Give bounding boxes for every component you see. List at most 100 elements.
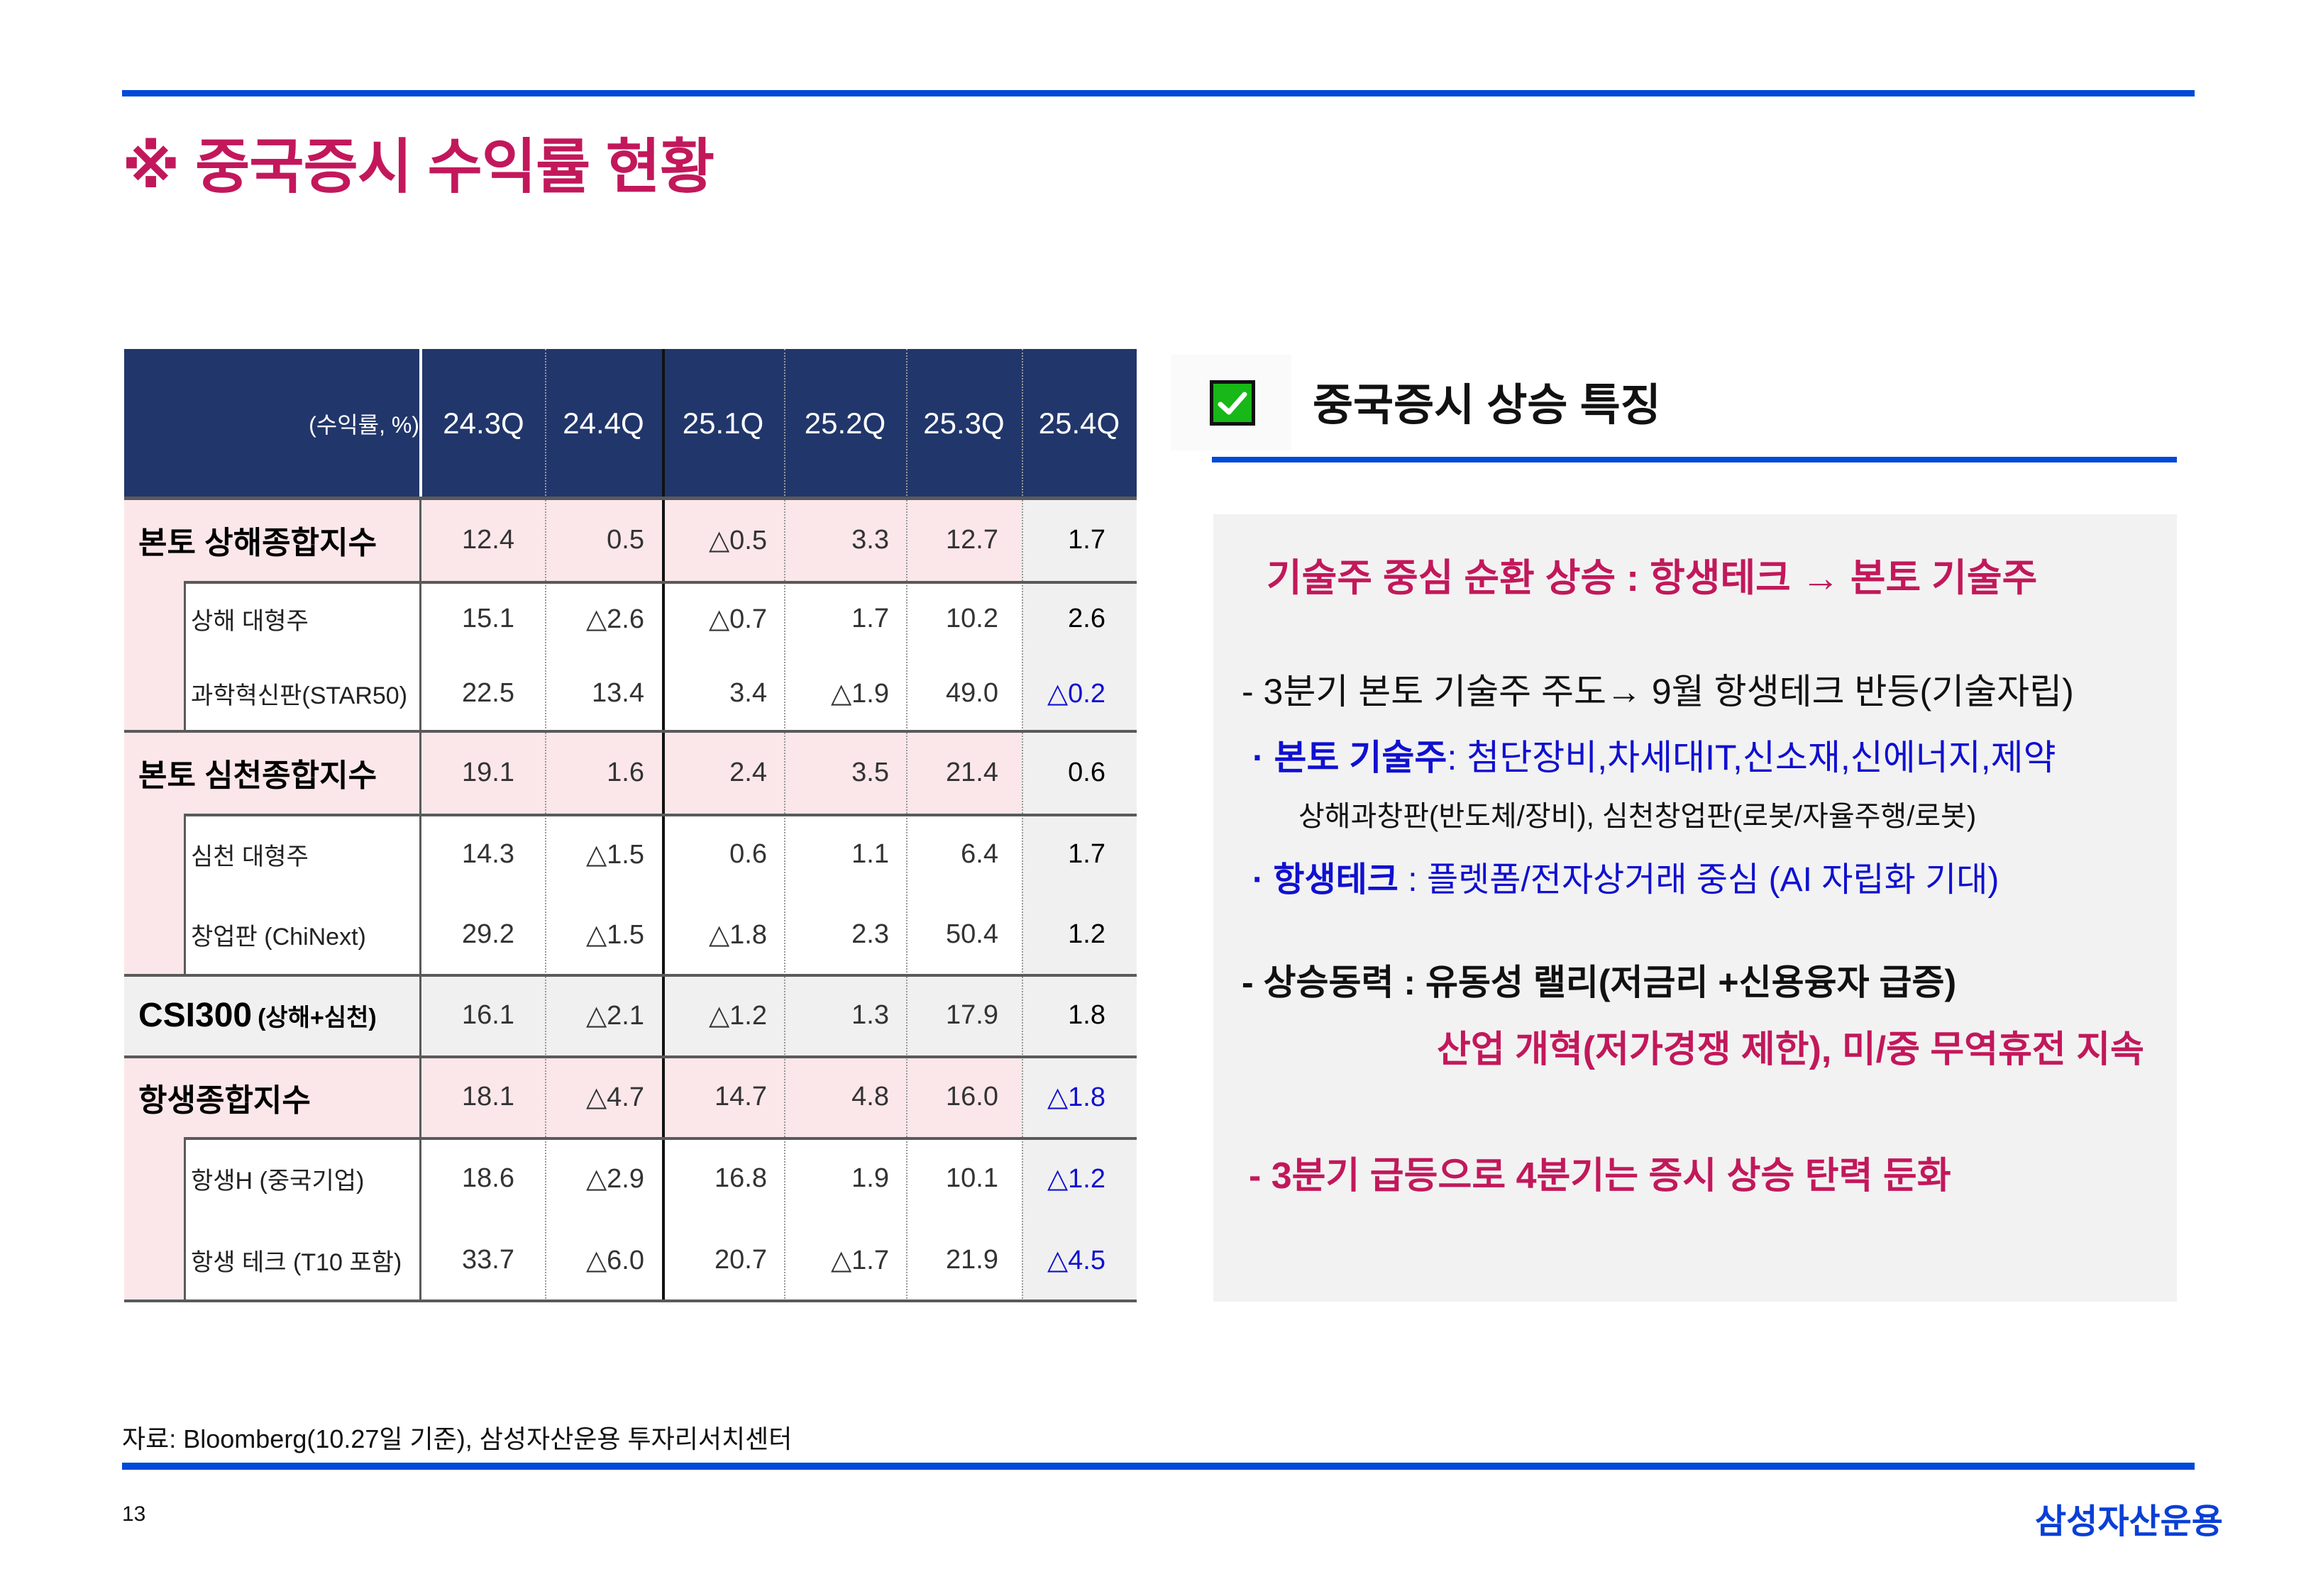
table-row: 심천 대형주 14.3 △1.5 0.6 1.1 6.4 1.7: [124, 814, 1137, 894]
panel-line: - 상승동력 : 유동성 랠리(저금리 +신용융자 급증): [1242, 963, 1957, 1002]
cell: 2.4: [729, 757, 767, 787]
cell: 13.4: [592, 678, 644, 708]
cell: 12.7: [946, 524, 998, 555]
panel-heading: 중국증시 상승 특징: [1313, 381, 1661, 430]
cell: 19.1: [462, 757, 514, 787]
row-label: 항생H (중국기업): [191, 1168, 365, 1195]
divider: [784, 349, 785, 1302]
panel-bullet: · 항생테크 : 플렛폼/전자상거래 중심 (AI 자립화 기대): [1252, 851, 1999, 901]
cell: △1.2: [708, 1001, 767, 1031]
cell: 21.4: [946, 757, 998, 787]
cell: 1.6: [607, 757, 644, 787]
bullet-text: : 첨단장비,차세대IT,신소재,신에너지,제약: [1447, 738, 2056, 777]
cell: 20.7: [715, 1245, 767, 1275]
cell: △4.7: [585, 1082, 644, 1112]
cell: 22.5: [462, 678, 514, 708]
cell: 15.1: [462, 604, 514, 633]
cell: 1.2: [1068, 919, 1105, 949]
cell: △1.8: [708, 920, 767, 950]
col-header: 25.1Q: [682, 406, 764, 440]
rule: [124, 730, 1137, 733]
rule: [184, 814, 1137, 816]
table-row: 본토 심천종합지수 19.1 1.6 2.4 3.5 21.4 0.6: [124, 731, 1137, 814]
cell: 21.9: [946, 1245, 998, 1275]
cell: △2.6: [585, 604, 644, 634]
cell: △0.2: [1047, 679, 1105, 709]
csi-label: CSI300: [138, 997, 253, 1034]
cell: △1.2: [1047, 1164, 1105, 1194]
col-header: 25.4Q: [1038, 406, 1120, 440]
row-label: 심천 대형주: [191, 843, 309, 870]
panel-line: - 3분기 급등으로 4분기는 증시 상승 탄력 둔화: [1249, 1156, 1951, 1197]
cell: 1.9: [851, 1163, 889, 1193]
cell: △1.9: [830, 679, 889, 709]
table-row: CSI300 (상해+심천) 16.1 △2.1 △1.2 1.3 17.9 1…: [124, 975, 1137, 1056]
company-logo: 삼성자산운용: [2035, 1503, 2223, 1541]
col-header: 24.3Q: [443, 406, 524, 440]
cell: 18.6: [462, 1163, 514, 1193]
cell: △0.7: [708, 604, 767, 634]
panel-line-cont: 산업 개혁(저가경쟁 제한), 미/중 무역휴전 지속: [1437, 1029, 2144, 1070]
divider: [184, 582, 186, 731]
table-row: 상해 대형주 15.1 △2.6 △0.7 1.7 10.2 2.6: [124, 582, 1137, 656]
cell: △6.0: [585, 1246, 644, 1275]
cell: 18.1: [462, 1082, 514, 1112]
cell: 3.4: [729, 678, 767, 708]
checkbox-checked-icon: [1210, 380, 1255, 426]
bullet-label: · 본토 기술주: [1252, 738, 1447, 777]
table-row: 항생 테크 (T10 포함) 33.7 △6.0 20.7 △1.7 21.9 …: [124, 1219, 1137, 1301]
bullet-text: : 플렛폼/전자상거래 중심 (AI 자립화 기대): [1398, 861, 1999, 899]
row-label: 본토 심천종합지수: [138, 758, 377, 793]
table-row: 과학혁신판(STAR50) 22.5 13.4 3.4 △1.9 49.0 △0…: [124, 656, 1137, 731]
rule: [184, 581, 1137, 584]
cell: 0.5: [607, 524, 644, 555]
cell: 0.6: [729, 839, 767, 869]
table-header: (수익률, %) 24.3Q 24.4Q 25.1Q 25.2Q 25.3Q 2…: [124, 349, 1137, 498]
panel-bullet: · 본토 기술주: 첨단장비,차세대IT,신소재,신에너지,제약: [1252, 729, 2056, 780]
col-header: 25.3Q: [923, 406, 1005, 440]
bottom-rule: [122, 1463, 2195, 1470]
cell: 29.2: [462, 919, 514, 949]
row-bg: [124, 731, 1022, 814]
cell: △4.5: [1047, 1246, 1105, 1275]
divider: [662, 349, 665, 1302]
row-bg: [124, 582, 184, 731]
slide-title: ※ 중국증시 수익률 현황: [122, 133, 715, 200]
top-rule: [122, 90, 2195, 96]
cell: 1.8: [1068, 1000, 1105, 1030]
row-label: 상해 대형주: [191, 608, 309, 635]
highlights-panel: 기술주 중심 순환 상승 : 항생테크 → 본토 기술주 - 3분기 본토 기술…: [1213, 514, 2177, 1302]
panel-headline: 기술주 중심 순환 상승 : 항생테크 → 본토 기술주: [1267, 557, 2038, 599]
returns-table: (수익률, %) 24.3Q 24.4Q 25.1Q 25.2Q 25.3Q 2…: [124, 349, 1137, 1302]
cell: 3.5: [851, 757, 889, 787]
cell: 12.4: [462, 524, 514, 555]
cell: 10.1: [946, 1163, 998, 1193]
row-bg: [124, 1056, 1022, 1138]
rule: [124, 1299, 1137, 1302]
cell: 1.1: [851, 839, 889, 869]
cell: 0.6: [1068, 757, 1105, 787]
csi-label-suffix: (상해+심천): [258, 1004, 377, 1031]
unit-label: (수익률, %): [309, 412, 419, 438]
table-row: 본토 상해종합지수 12.4 0.5 △0.5 3.3 12.7 1.7: [124, 498, 1137, 582]
cell: 33.7: [462, 1245, 514, 1275]
cell: 16.1: [462, 1000, 514, 1030]
divider: [906, 349, 907, 1302]
row-bg: [124, 814, 184, 975]
cell: 2.3: [851, 919, 889, 949]
source-note: 자료: Bloomberg(10.27일 기준), 삼성자산운용 투자리서치센터: [122, 1424, 793, 1453]
panel-line: - 3분기 본토 기술주 주도→ 9월 항생테크 반등(기술자립): [1242, 672, 2074, 711]
cell: △1.7: [830, 1246, 889, 1275]
rule: [124, 497, 1137, 500]
divider: [1022, 349, 1023, 1302]
cell: 6.4: [961, 839, 998, 869]
rule: [184, 1137, 1137, 1140]
divider: [419, 349, 421, 1302]
page-number: 13: [122, 1502, 146, 1526]
rule: [124, 974, 1137, 977]
row-bg: [124, 1138, 184, 1302]
cell: △1.8: [1047, 1082, 1105, 1112]
cell: 14.3: [462, 839, 514, 869]
panel-detail: 상해과창판(반도체/장비), 심천창업판(로봇/자율주행/로봇): [1298, 801, 1977, 832]
row-bg: [124, 975, 1022, 1056]
